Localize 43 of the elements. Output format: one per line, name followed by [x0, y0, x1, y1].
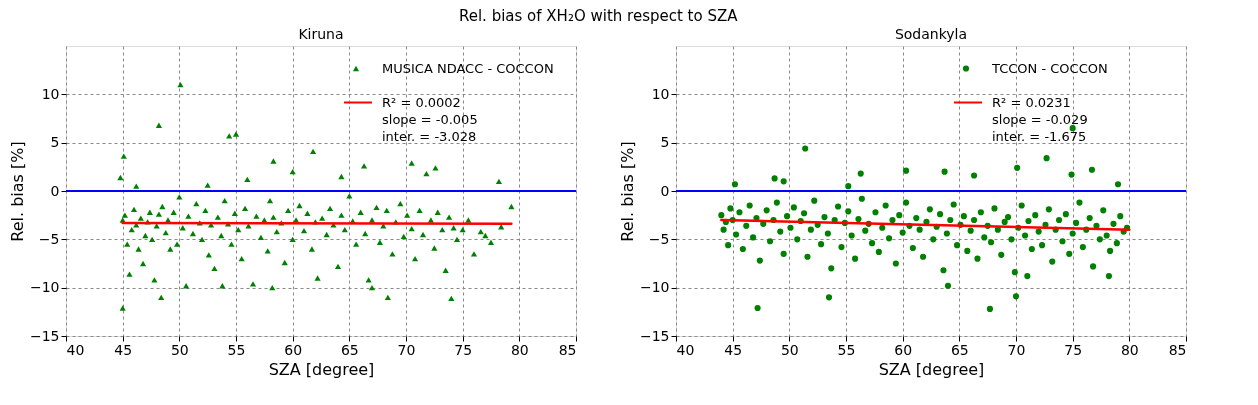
x-tick-label: 50: [780, 341, 799, 358]
legend-label: R² = 0.0002 slope = -0.005 inter. = -3.028: [382, 94, 478, 144]
y-tick-label: 0: [660, 182, 670, 199]
legend-label: TCCON - COCCON: [991, 60, 1108, 76]
y-tick-label: −10: [639, 279, 670, 296]
chart-title: Sodankyla: [894, 26, 968, 42]
text: Rel. bias of XH₂O with respect to SZA: [458, 6, 739, 25]
x-tick-label: 80: [510, 341, 529, 358]
legend-label: MUSICA NDACC - COCCON: [382, 60, 554, 76]
x-tick-label: 60: [284, 341, 303, 358]
x-tick-label: 70: [397, 341, 416, 358]
x-tick-label: 40: [66, 341, 85, 358]
legend-label: R² = 0.0231 slope = -0.029 inter. = -1.675: [992, 94, 1088, 144]
y-tick-label: −5: [648, 230, 670, 247]
x-tick-label: 70: [1007, 341, 1026, 358]
y-tick-label: 5: [660, 134, 670, 151]
y-tick-label: −15: [29, 327, 60, 344]
y-tick-label: −15: [639, 327, 670, 344]
y-axis-title: Rel. bias [%]: [617, 141, 637, 242]
x-tick-label: 40: [676, 341, 695, 358]
y-tick-label: −5: [38, 230, 60, 247]
y-tick-label: 5: [50, 134, 60, 151]
x-tick-label: 60: [894, 341, 913, 358]
x-tick-label: 75: [454, 341, 473, 358]
y-tick-label: 0: [50, 182, 60, 199]
x-tick-label: 55: [837, 341, 856, 358]
y-axis-title: Rel. bias [%]: [7, 141, 27, 242]
x-tick-label: 85: [558, 341, 577, 358]
x-tick-label: 85: [1168, 341, 1187, 358]
x-tick-label: 80: [1120, 341, 1139, 358]
x-tick-label: 75: [1064, 341, 1083, 358]
y-tick-label: 10: [651, 85, 670, 102]
x-tick-label: 55: [227, 341, 246, 358]
y-tick-label: −10: [29, 279, 60, 296]
x-axis-title: SZA [degree]: [878, 359, 985, 379]
x-tick-label: 65: [950, 341, 969, 358]
y-tick-label: 10: [41, 85, 60, 102]
chart-title: Kiruna: [298, 26, 344, 42]
x-tick-label: 50: [170, 341, 189, 358]
x-tick-label: 45: [724, 341, 743, 358]
x-axis-title: SZA [degree]: [268, 359, 375, 379]
x-tick-label: 65: [340, 341, 359, 358]
x-tick-label: 45: [114, 341, 133, 358]
